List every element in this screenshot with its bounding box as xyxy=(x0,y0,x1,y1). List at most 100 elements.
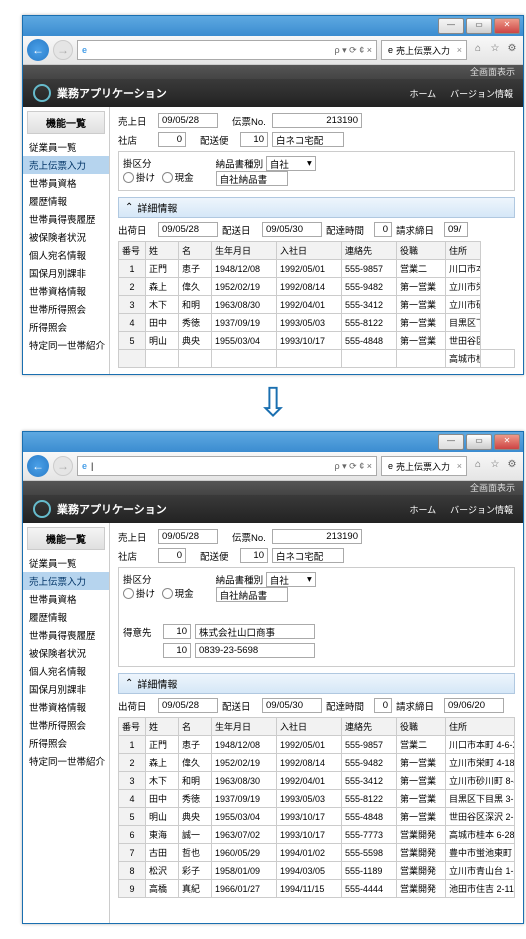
sidebar-item[interactable]: 履歴情報 xyxy=(23,192,109,210)
gear-icon[interactable]: ⚙ xyxy=(505,459,519,473)
table-row[interactable]: 2森上偉久1952/02/191992/08/14555-9482第一営業立川市… xyxy=(119,278,515,296)
maximize-button[interactable]: ▭ xyxy=(466,18,492,34)
sidebar-item[interactable]: 履歴情報 xyxy=(23,608,109,626)
sidebar-item[interactable]: 売上伝票入力 xyxy=(23,156,109,174)
col-header[interactable]: 姓 xyxy=(146,242,179,260)
sidebar-item[interactable]: 世帯資格情報 xyxy=(23,282,109,300)
sidebar-item[interactable]: 所得照会 xyxy=(23,318,109,336)
sidebar-item[interactable]: 個人宛名情報 xyxy=(23,246,109,264)
detail-header[interactable]: ⌃詳細情報 xyxy=(118,197,515,218)
col-header[interactable]: 連絡先 xyxy=(342,242,397,260)
select-nohin[interactable]: 自社▾ xyxy=(266,156,316,171)
table-row[interactable]: 7古田哲也1960/05/291994/01/02555-5598営業開発豊中市… xyxy=(119,844,515,862)
link-home[interactable]: ホーム xyxy=(409,503,436,516)
col-header[interactable]: 番号 xyxy=(119,718,146,736)
col-header[interactable]: 姓 xyxy=(146,718,179,736)
maximize-button[interactable]: ▭ xyxy=(466,434,492,450)
minimize-button[interactable]: — xyxy=(438,18,464,34)
url-box[interactable]: e ρ ▾ ⟳ ¢ × xyxy=(77,40,377,60)
input-denpyo[interactable]: 213190 xyxy=(272,113,362,128)
col-header[interactable]: 住所 xyxy=(446,718,515,736)
forward-button[interactable]: → xyxy=(53,40,73,60)
table-row[interactable]: 9高橋真紀1966/01/271994/11/15555-4444営業開発池田市… xyxy=(119,880,515,898)
input-shukka[interactable]: 09/05/28 xyxy=(158,222,218,237)
input-haitime[interactable]: 0 xyxy=(374,222,392,237)
table-row[interactable]: 1正門恵子1948/12/081992/05/01555-9857営業二川口市本… xyxy=(119,260,515,278)
sidebar-item[interactable]: 従業員一覧 xyxy=(23,554,109,572)
select-nohin[interactable]: 自社▾ xyxy=(266,572,316,587)
input-nohin-name[interactable]: 自社納品書 xyxy=(216,171,288,186)
radio-genkin[interactable]: 現金 xyxy=(162,586,194,600)
sidebar-item[interactable]: 世帯所得照会 xyxy=(23,716,109,734)
table-row[interactable]: 高城市桂 xyxy=(119,350,515,368)
input-seikyu[interactable]: 09/ xyxy=(444,222,468,237)
col-header[interactable]: 入社日 xyxy=(277,242,342,260)
link-version[interactable]: バージョン情報 xyxy=(450,503,513,516)
input-haiso-name[interactable]: 白ネコ宅配 xyxy=(272,548,344,563)
input-extra-no[interactable]: 10 xyxy=(163,643,191,658)
input-seikyu[interactable]: 09/06/20 xyxy=(444,698,504,713)
table-row[interactable]: 5明山典央1955/03/041993/10/17555-4848第一営業世田谷… xyxy=(119,332,515,350)
col-header[interactable]: 生年月日 xyxy=(212,242,277,260)
table-row[interactable]: 8松沢彩子1958/01/091994/03/05555-1189営業開発立川市… xyxy=(119,862,515,880)
col-header[interactable]: 役職 xyxy=(397,242,446,260)
sidebar-item[interactable]: 特定同一世帯紹介 xyxy=(23,336,109,354)
input-shukka[interactable]: 09/05/28 xyxy=(158,698,218,713)
link-home[interactable]: ホーム xyxy=(409,87,436,100)
sidebar-item[interactable]: 世帯員資格 xyxy=(23,590,109,608)
radio-genkin[interactable]: 現金 xyxy=(162,170,194,184)
data-grid[interactable]: 番号姓名生年月日入社日連絡先役職住所1正門恵子1948/12/081992/05… xyxy=(118,241,515,368)
input-denpyo[interactable]: 213190 xyxy=(272,529,362,544)
input-haitime[interactable]: 0 xyxy=(374,698,392,713)
sidebar-item[interactable]: 売上伝票入力 xyxy=(23,572,109,590)
link-version[interactable]: バージョン情報 xyxy=(450,87,513,100)
table-row[interactable]: 3木下和明1963/08/301992/04/01555-3412第一営業立川市… xyxy=(119,772,515,790)
table-row[interactable]: 5明山典央1955/03/041993/10/17555-4848第一営業世田谷… xyxy=(119,808,515,826)
input-haiso-date[interactable]: 09/05/30 xyxy=(262,698,322,713)
input-tokui-no[interactable]: 10 xyxy=(163,624,191,639)
input-nohin-name[interactable]: 自社納品書 xyxy=(216,587,288,602)
sidebar-item[interactable]: 個人宛名情報 xyxy=(23,662,109,680)
table-row[interactable]: 4田中秀徳1937/09/191993/05/03555-8122第一営業目黒区… xyxy=(119,314,515,332)
sidebar-item[interactable]: 国保月別課非 xyxy=(23,264,109,282)
browser-tab[interactable]: e 売上伝票入力 xyxy=(381,456,467,476)
input-haiso-no[interactable]: 10 xyxy=(240,132,268,147)
browser-tab[interactable]: e 売上伝票入力 xyxy=(381,40,467,60)
home-icon[interactable]: ⌂ xyxy=(471,459,485,473)
sidebar-item[interactable]: 世帯員得喪履歴 xyxy=(23,210,109,228)
col-header[interactable]: 生年月日 xyxy=(212,718,277,736)
radio-kake[interactable]: 掛け xyxy=(123,586,155,600)
sidebar-item[interactable]: 世帯員得喪履歴 xyxy=(23,626,109,644)
col-header[interactable]: 連絡先 xyxy=(342,718,397,736)
close-button[interactable]: ✕ xyxy=(494,18,520,34)
detail-header[interactable]: ⌃詳細情報 xyxy=(118,673,515,694)
sidebar-item[interactable]: 国保月別課非 xyxy=(23,680,109,698)
url-controls[interactable]: ρ ▾ ⟳ ¢ × xyxy=(331,45,376,56)
star-icon[interactable]: ☆ xyxy=(488,459,502,473)
input-haiso-date[interactable]: 09/05/30 xyxy=(262,222,322,237)
col-header[interactable]: 入社日 xyxy=(277,718,342,736)
table-row[interactable]: 3木下和明1963/08/301992/04/01555-3412第一営業立川市… xyxy=(119,296,515,314)
url-controls[interactable]: ρ ▾ ⟳ ¢ × xyxy=(331,461,376,472)
input-shaten[interactable]: 0 xyxy=(158,132,186,147)
col-header[interactable]: 番号 xyxy=(119,242,146,260)
input-haiso-name[interactable]: 白ネコ宅配 xyxy=(272,132,344,147)
input-shaten[interactable]: 0 xyxy=(158,548,186,563)
radio-kake[interactable]: 掛け xyxy=(123,170,155,184)
table-row[interactable]: 4田中秀徳1937/09/191993/05/03555-8122第一営業目黒区… xyxy=(119,790,515,808)
table-row[interactable]: 1正門恵子1948/12/081992/05/01555-9857営業二川口市本… xyxy=(119,736,515,754)
sidebar-item[interactable]: 従業員一覧 xyxy=(23,138,109,156)
sidebar-item[interactable]: 被保険者状況 xyxy=(23,644,109,662)
home-icon[interactable]: ⌂ xyxy=(471,43,485,57)
star-icon[interactable]: ☆ xyxy=(488,43,502,57)
sidebar-item[interactable]: 世帯所得照会 xyxy=(23,300,109,318)
sidebar-item[interactable]: 被保険者状況 xyxy=(23,228,109,246)
gear-icon[interactable]: ⚙ xyxy=(505,43,519,57)
col-header[interactable]: 名 xyxy=(179,242,212,260)
collapse-icon[interactable]: ⌃ xyxy=(125,202,133,213)
input-uriage[interactable]: 09/05/28 xyxy=(158,529,218,544)
input-haiso-no[interactable]: 10 xyxy=(240,548,268,563)
back-button[interactable]: ← xyxy=(27,39,49,61)
url-box[interactable]: e | ρ ▾ ⟳ ¢ × xyxy=(77,456,377,476)
data-grid[interactable]: 番号姓名生年月日入社日連絡先役職住所1正門恵子1948/12/081992/05… xyxy=(118,717,515,898)
